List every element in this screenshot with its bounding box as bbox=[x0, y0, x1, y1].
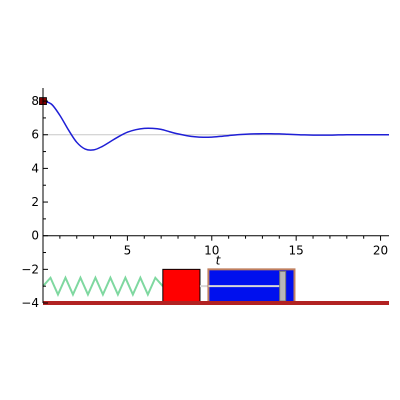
y-tick-label: 4 bbox=[31, 161, 39, 175]
y-tick-label: 6 bbox=[31, 128, 39, 142]
y-tick-label: −4 bbox=[21, 296, 39, 310]
ground-bar bbox=[43, 301, 389, 305]
mass-block bbox=[162, 268, 201, 304]
x-tick-label: 5 bbox=[124, 244, 132, 258]
x-tick-label: 15 bbox=[289, 244, 304, 258]
series-line bbox=[42, 100, 389, 151]
damper-piston bbox=[279, 270, 287, 302]
mechanical-system-diagram bbox=[42, 268, 389, 305]
y-tick-label: 2 bbox=[31, 195, 39, 209]
x-tick-label: 20 bbox=[373, 244, 388, 258]
y-tick-label: 0 bbox=[31, 229, 39, 243]
x-tick-label: 10 bbox=[204, 244, 219, 258]
y-tick-label: −2 bbox=[21, 262, 39, 276]
plot-area bbox=[39, 97, 389, 151]
axes: −4 −2 0 2 4 6 8 5 10 15 20 t bbox=[21, 88, 389, 310]
y-tick-label: 8 bbox=[31, 94, 39, 108]
x-axis-label: t bbox=[216, 254, 222, 268]
spring bbox=[42, 275, 164, 298]
